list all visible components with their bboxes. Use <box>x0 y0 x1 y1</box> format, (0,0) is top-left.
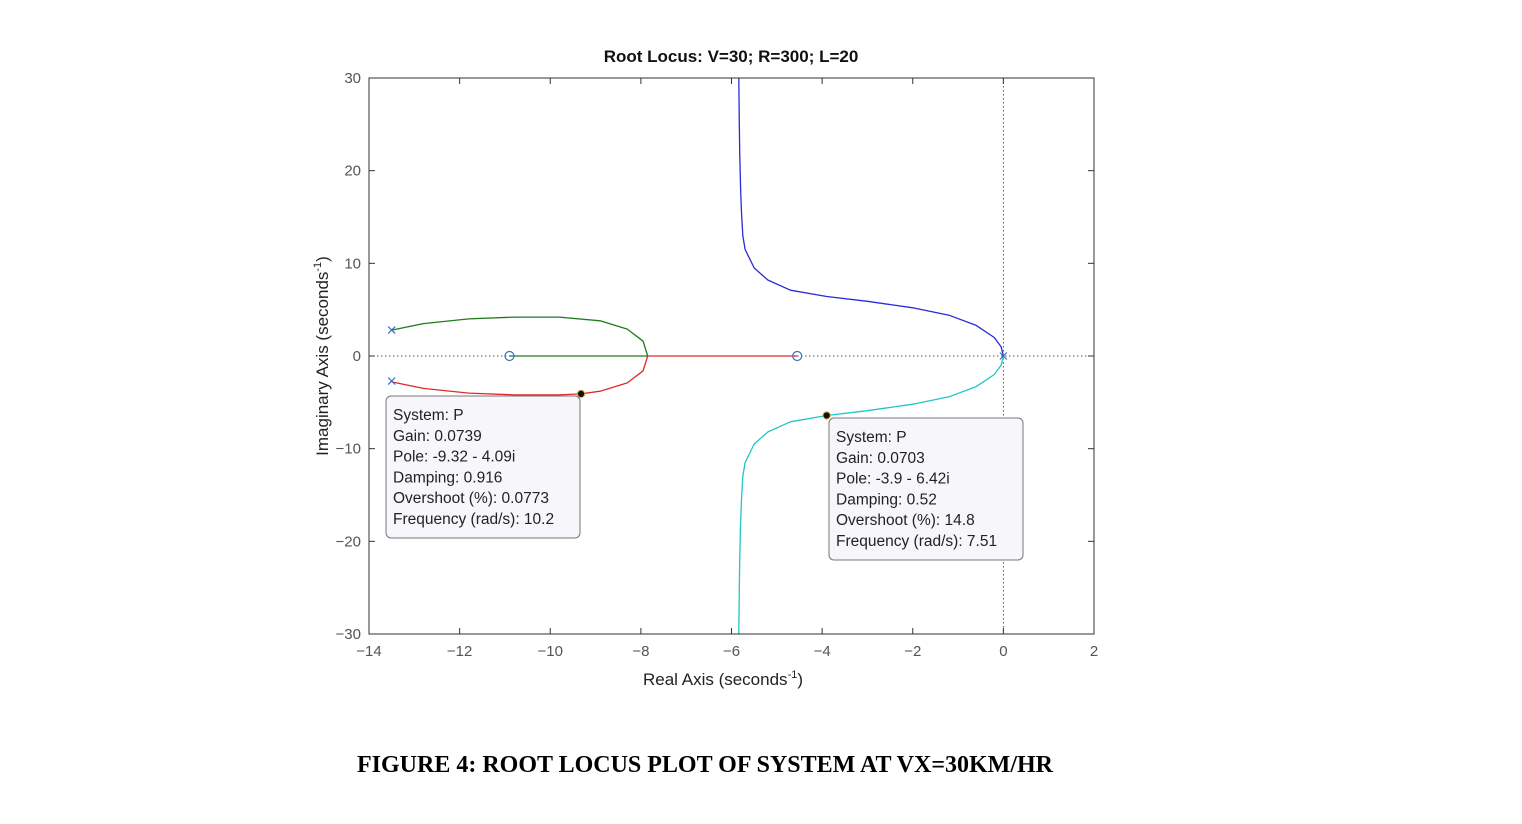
x-tick-label: −2 <box>904 643 921 660</box>
data-tip-0: System: P Gain: 0.0739 Pole: -9.32 - 4.09i… <box>385 389 586 539</box>
data-tip-line: Pole: -3.9 - 6.42i <box>836 471 950 488</box>
locus-branch-cyan-5 <box>738 355 1005 635</box>
y-axis-label: Imaginary Axis (seconds-1) <box>312 256 332 456</box>
locus-branch-blue-4 <box>738 77 1005 357</box>
y-tick-label: 0 <box>353 348 361 365</box>
pole-marker-1-b <box>387 377 396 385</box>
reference-lines <box>369 78 1094 634</box>
figure-caption: FIGURE 4: ROOT LOCUS PLOT OF SYSTEM AT V… <box>357 752 1053 778</box>
zero-marker-0 <box>504 350 515 362</box>
data-tip-line: Gain: 0.0739 <box>393 428 482 445</box>
pole-marker-2-b <box>999 352 1008 360</box>
x-tick-label: 0 <box>999 643 1007 660</box>
locus-branch-red-1 <box>391 355 649 396</box>
data-tip-line: Gain: 0.0703 <box>836 450 925 467</box>
x-tick-label: −6 <box>723 643 740 660</box>
data-tip-box <box>828 417 1024 561</box>
data-tip-box <box>385 395 581 539</box>
x-tick-label: −10 <box>538 643 563 660</box>
y-axis-label-exponent: -1 <box>312 262 324 272</box>
data-tip-1: System: P Gain: 0.0703 Pole: -3.9 - 6.42i D… <box>822 411 1024 561</box>
pole-zero-markers <box>387 326 1008 385</box>
data-tip-line: Overshoot (%): 14.8 <box>836 512 975 529</box>
y-tick-label: 10 <box>344 255 361 272</box>
data-tip-line: System: P <box>836 429 907 446</box>
y-axis-label-text: Imaginary Axis (seconds <box>313 272 332 456</box>
locus-branch-green-0 <box>391 316 649 357</box>
data-tips: System: P Gain: 0.0739 Pole: -9.32 - 4.09i… <box>385 389 1024 561</box>
data-tip-line: Damping: 0.916 <box>393 469 502 486</box>
chart-title: Root Locus: V=30; R=300; L=20 <box>604 47 859 66</box>
y-tick-label: 20 <box>344 163 361 180</box>
y-tick-label: −30 <box>336 626 361 643</box>
x-tick-label: −8 <box>632 643 649 660</box>
x-axis-label-exponent: -1 <box>788 669 798 681</box>
y-tick-label: 30 <box>344 70 361 87</box>
zero-marker-1 <box>792 350 803 362</box>
root-locus-chart: Root Locus: V=30; R=300; L=20 −14 −12 −10 −… <box>312 47 1099 689</box>
x-axis-label: Real Axis (seconds-1) <box>643 669 803 689</box>
x-axis-label-text: Real Axis (seconds <box>643 670 788 689</box>
y-tick-label: −20 <box>336 533 361 550</box>
data-tip-line: Frequency (rad/s): 10.2 <box>393 511 554 528</box>
x-axis-label-close: ) <box>797 670 803 689</box>
y-axis-label-close: ) <box>313 256 332 262</box>
data-tip-line: Damping: 0.52 <box>836 491 937 508</box>
locus-branches <box>391 77 1005 635</box>
data-tip-line: Overshoot (%): 0.0773 <box>393 490 549 507</box>
x-tick-label: −12 <box>447 643 472 660</box>
data-tip-line: Pole: -9.32 - 4.09i <box>393 449 515 466</box>
data-tip-point <box>822 411 831 420</box>
x-tick-label: −4 <box>814 643 831 660</box>
x-tick-label: −14 <box>356 643 381 660</box>
x-tick-label: 2 <box>1090 643 1098 660</box>
data-tip-line: Frequency (rad/s): 7.51 <box>836 533 997 550</box>
pole-marker-0-b <box>387 326 396 334</box>
y-tick-label: −10 <box>336 441 361 458</box>
data-tip-line: System: P <box>393 407 464 424</box>
data-tip-point <box>576 389 586 399</box>
